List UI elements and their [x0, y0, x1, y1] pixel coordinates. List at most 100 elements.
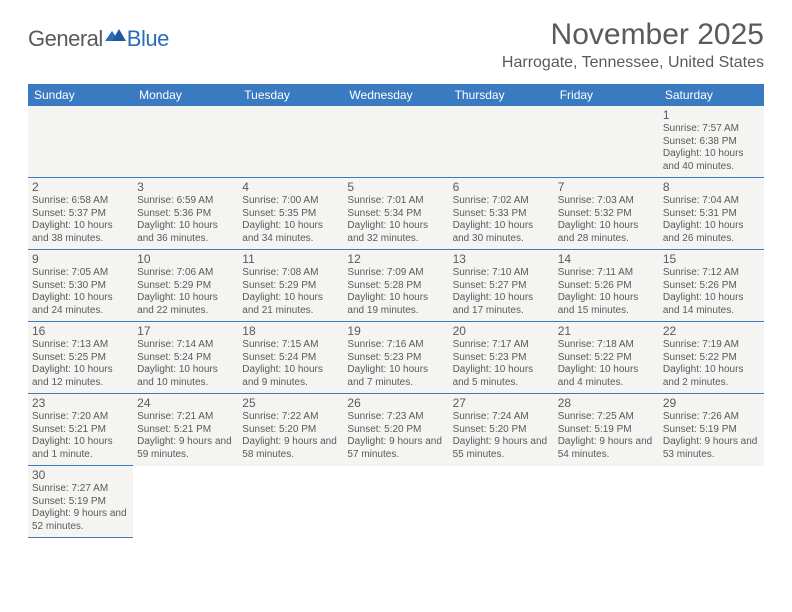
location: Harrogate, Tennessee, United States	[502, 54, 764, 72]
day-info: Sunrise: 7:57 AMSunset: 6:38 PMDaylight:…	[663, 123, 760, 173]
day-number: 5	[347, 180, 444, 194]
day-cell: 17Sunrise: 7:14 AMSunset: 5:24 PMDayligh…	[133, 322, 238, 394]
day-number: 8	[663, 180, 760, 194]
day-number: 25	[242, 396, 339, 410]
day-number: 24	[137, 396, 234, 410]
calendar-row: 2Sunrise: 6:58 AMSunset: 5:37 PMDaylight…	[28, 178, 764, 250]
day-cell: 22Sunrise: 7:19 AMSunset: 5:22 PMDayligh…	[659, 322, 764, 394]
day-cell: 2Sunrise: 6:58 AMSunset: 5:37 PMDaylight…	[28, 178, 133, 250]
weekday-header: Tuesday	[238, 84, 343, 106]
day-info: Sunrise: 7:26 AMSunset: 5:19 PMDaylight:…	[663, 411, 760, 461]
day-number: 12	[347, 252, 444, 266]
day-cell: 21Sunrise: 7:18 AMSunset: 5:22 PMDayligh…	[554, 322, 659, 394]
day-number: 27	[453, 396, 550, 410]
weekday-header: Sunday	[28, 84, 133, 106]
day-number: 10	[137, 252, 234, 266]
flag-icon	[105, 27, 127, 45]
day-cell: 30Sunrise: 7:27 AMSunset: 5:19 PMDayligh…	[28, 466, 133, 538]
day-cell: 7Sunrise: 7:03 AMSunset: 5:32 PMDaylight…	[554, 178, 659, 250]
day-cell: 4Sunrise: 7:00 AMSunset: 5:35 PMDaylight…	[238, 178, 343, 250]
day-number: 11	[242, 252, 339, 266]
day-info: Sunrise: 7:09 AMSunset: 5:28 PMDaylight:…	[347, 267, 444, 317]
calendar-row: 23Sunrise: 7:20 AMSunset: 5:21 PMDayligh…	[28, 394, 764, 466]
empty-cell	[449, 106, 554, 178]
empty-cell	[554, 466, 659, 538]
day-cell: 13Sunrise: 7:10 AMSunset: 5:27 PMDayligh…	[449, 250, 554, 322]
calendar-row: 30Sunrise: 7:27 AMSunset: 5:19 PMDayligh…	[28, 466, 764, 538]
day-cell: 8Sunrise: 7:04 AMSunset: 5:31 PMDaylight…	[659, 178, 764, 250]
logo-text-general: General	[28, 26, 103, 52]
calendar-table: SundayMondayTuesdayWednesdayThursdayFrid…	[28, 84, 764, 538]
empty-cell	[238, 466, 343, 538]
weekday-header: Monday	[133, 84, 238, 106]
day-cell: 1Sunrise: 7:57 AMSunset: 6:38 PMDaylight…	[659, 106, 764, 178]
day-info: Sunrise: 7:02 AMSunset: 5:33 PMDaylight:…	[453, 195, 550, 245]
day-number: 30	[32, 468, 129, 482]
empty-cell	[449, 466, 554, 538]
day-number: 26	[347, 396, 444, 410]
day-cell: 5Sunrise: 7:01 AMSunset: 5:34 PMDaylight…	[343, 178, 448, 250]
day-info: Sunrise: 7:20 AMSunset: 5:21 PMDaylight:…	[32, 411, 129, 461]
day-info: Sunrise: 7:11 AMSunset: 5:26 PMDaylight:…	[558, 267, 655, 317]
day-info: Sunrise: 6:58 AMSunset: 5:37 PMDaylight:…	[32, 195, 129, 245]
day-info: Sunrise: 7:13 AMSunset: 5:25 PMDaylight:…	[32, 339, 129, 389]
calendar-row: 9Sunrise: 7:05 AMSunset: 5:30 PMDaylight…	[28, 250, 764, 322]
day-info: Sunrise: 7:19 AMSunset: 5:22 PMDaylight:…	[663, 339, 760, 389]
day-number: 13	[453, 252, 550, 266]
day-cell: 9Sunrise: 7:05 AMSunset: 5:30 PMDaylight…	[28, 250, 133, 322]
day-number: 9	[32, 252, 129, 266]
day-cell: 16Sunrise: 7:13 AMSunset: 5:25 PMDayligh…	[28, 322, 133, 394]
header: General Blue November 2025 Harrogate, Te…	[0, 0, 792, 76]
day-number: 16	[32, 324, 129, 338]
day-number: 19	[347, 324, 444, 338]
weekday-header: Thursday	[449, 84, 554, 106]
day-info: Sunrise: 7:18 AMSunset: 5:22 PMDaylight:…	[558, 339, 655, 389]
day-cell: 19Sunrise: 7:16 AMSunset: 5:23 PMDayligh…	[343, 322, 448, 394]
day-info: Sunrise: 7:06 AMSunset: 5:29 PMDaylight:…	[137, 267, 234, 317]
day-number: 17	[137, 324, 234, 338]
day-number: 29	[663, 396, 760, 410]
day-number: 14	[558, 252, 655, 266]
day-cell: 18Sunrise: 7:15 AMSunset: 5:24 PMDayligh…	[238, 322, 343, 394]
weekday-header: Friday	[554, 84, 659, 106]
empty-cell	[238, 106, 343, 178]
day-info: Sunrise: 7:17 AMSunset: 5:23 PMDaylight:…	[453, 339, 550, 389]
empty-cell	[133, 466, 238, 538]
day-number: 28	[558, 396, 655, 410]
empty-cell	[659, 466, 764, 538]
day-cell: 11Sunrise: 7:08 AMSunset: 5:29 PMDayligh…	[238, 250, 343, 322]
day-number: 6	[453, 180, 550, 194]
day-cell: 28Sunrise: 7:25 AMSunset: 5:19 PMDayligh…	[554, 394, 659, 466]
empty-cell	[28, 106, 133, 178]
day-cell: 12Sunrise: 7:09 AMSunset: 5:28 PMDayligh…	[343, 250, 448, 322]
day-cell: 24Sunrise: 7:21 AMSunset: 5:21 PMDayligh…	[133, 394, 238, 466]
day-info: Sunrise: 6:59 AMSunset: 5:36 PMDaylight:…	[137, 195, 234, 245]
weekday-header: Wednesday	[343, 84, 448, 106]
day-info: Sunrise: 7:25 AMSunset: 5:19 PMDaylight:…	[558, 411, 655, 461]
empty-cell	[343, 466, 448, 538]
day-cell: 6Sunrise: 7:02 AMSunset: 5:33 PMDaylight…	[449, 178, 554, 250]
day-cell: 14Sunrise: 7:11 AMSunset: 5:26 PMDayligh…	[554, 250, 659, 322]
day-cell: 15Sunrise: 7:12 AMSunset: 5:26 PMDayligh…	[659, 250, 764, 322]
logo-text-blue: Blue	[127, 26, 169, 52]
day-info: Sunrise: 7:05 AMSunset: 5:30 PMDaylight:…	[32, 267, 129, 317]
day-number: 21	[558, 324, 655, 338]
day-number: 7	[558, 180, 655, 194]
day-info: Sunrise: 7:01 AMSunset: 5:34 PMDaylight:…	[347, 195, 444, 245]
day-cell: 27Sunrise: 7:24 AMSunset: 5:20 PMDayligh…	[449, 394, 554, 466]
month-title: November 2025	[502, 18, 764, 52]
day-number: 18	[242, 324, 339, 338]
day-info: Sunrise: 7:27 AMSunset: 5:19 PMDaylight:…	[32, 483, 129, 533]
day-number: 15	[663, 252, 760, 266]
day-info: Sunrise: 7:04 AMSunset: 5:31 PMDaylight:…	[663, 195, 760, 245]
day-number: 20	[453, 324, 550, 338]
logo: General Blue	[28, 26, 169, 52]
day-info: Sunrise: 7:03 AMSunset: 5:32 PMDaylight:…	[558, 195, 655, 245]
day-info: Sunrise: 7:21 AMSunset: 5:21 PMDaylight:…	[137, 411, 234, 461]
day-number: 1	[663, 108, 760, 122]
title-block: November 2025 Harrogate, Tennessee, Unit…	[502, 18, 764, 72]
day-info: Sunrise: 7:16 AMSunset: 5:23 PMDaylight:…	[347, 339, 444, 389]
weekday-header: Saturday	[659, 84, 764, 106]
day-cell: 20Sunrise: 7:17 AMSunset: 5:23 PMDayligh…	[449, 322, 554, 394]
weekday-header-row: SundayMondayTuesdayWednesdayThursdayFrid…	[28, 84, 764, 106]
